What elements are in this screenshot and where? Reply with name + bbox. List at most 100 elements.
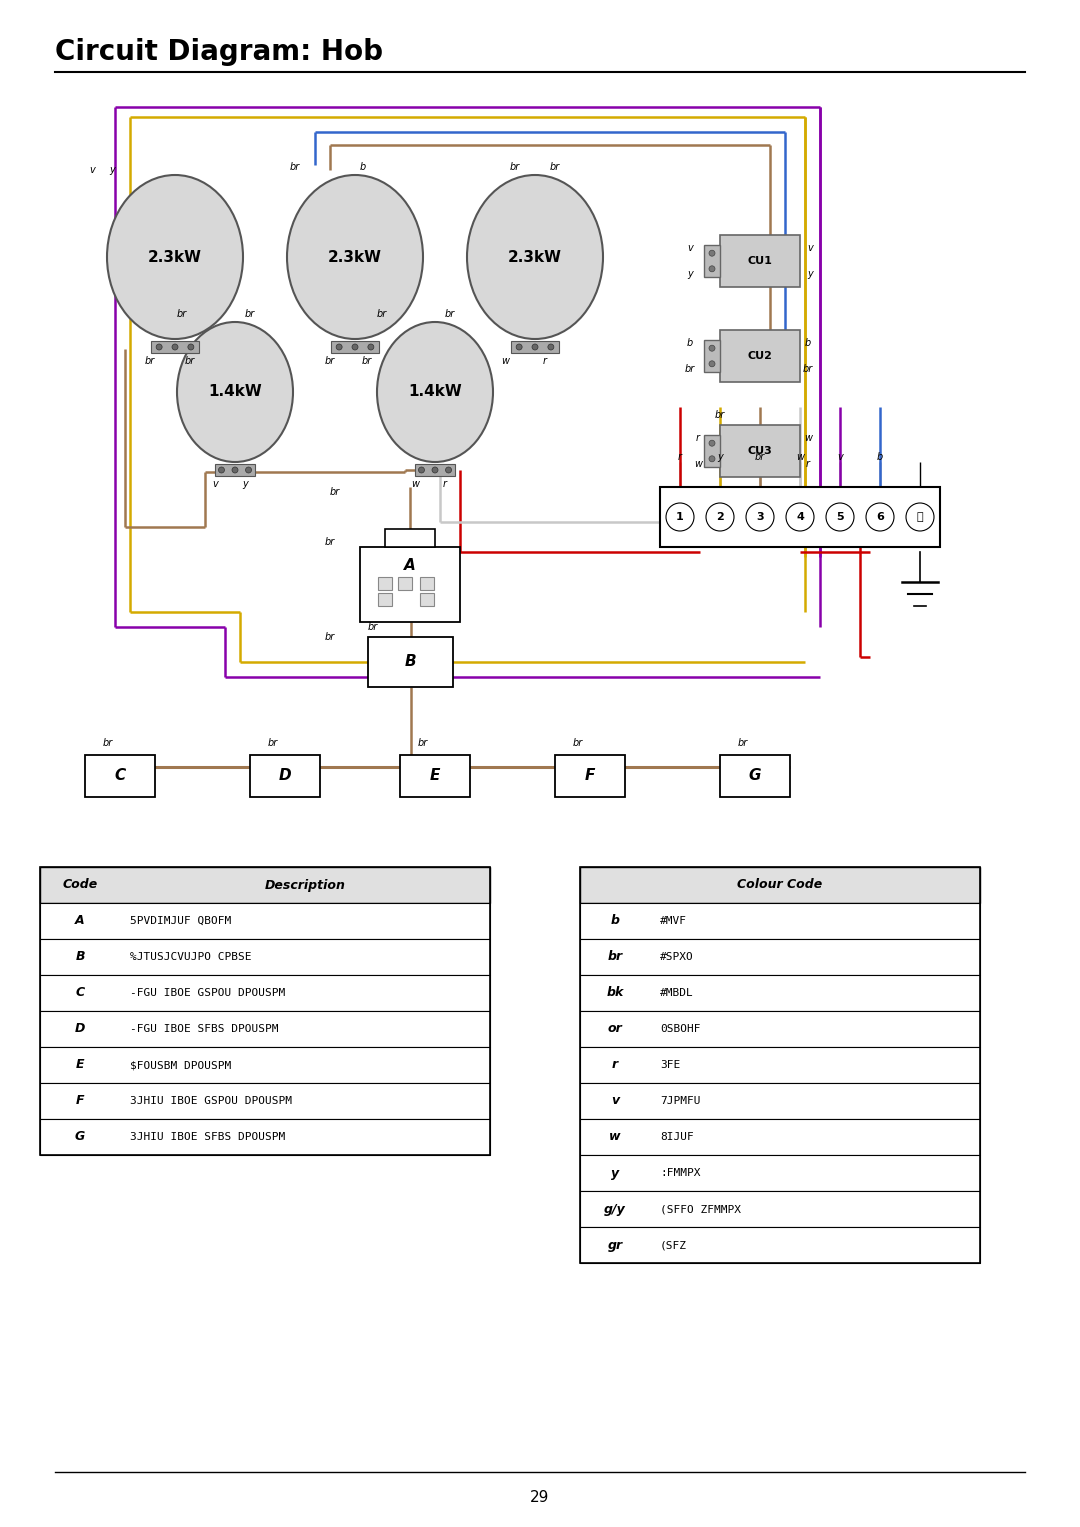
Text: br: br — [177, 308, 187, 319]
Text: 6: 6 — [876, 512, 883, 522]
Text: (SFFO ZFMMPX: (SFFO ZFMMPX — [660, 1203, 741, 1214]
Circle shape — [418, 467, 424, 473]
Text: b: b — [805, 337, 811, 348]
Text: br: br — [268, 738, 279, 748]
FancyBboxPatch shape — [215, 464, 255, 476]
Text: w: w — [694, 460, 702, 469]
Ellipse shape — [107, 176, 243, 339]
Text: br: br — [185, 356, 195, 366]
FancyBboxPatch shape — [580, 1191, 980, 1228]
Text: 0SBOHF: 0SBOHF — [660, 1025, 701, 1034]
Text: br: br — [715, 411, 725, 420]
FancyBboxPatch shape — [704, 341, 720, 371]
FancyBboxPatch shape — [580, 1154, 980, 1191]
Text: #SPXO: #SPXO — [660, 951, 693, 962]
Text: b: b — [360, 162, 366, 173]
FancyBboxPatch shape — [378, 592, 392, 606]
Text: F: F — [76, 1095, 84, 1107]
FancyBboxPatch shape — [580, 1011, 980, 1048]
Text: br: br — [802, 363, 813, 374]
Ellipse shape — [177, 322, 293, 463]
Circle shape — [746, 502, 774, 531]
Circle shape — [708, 440, 715, 446]
FancyBboxPatch shape — [580, 1119, 980, 1154]
FancyBboxPatch shape — [720, 754, 789, 797]
Text: w: w — [796, 452, 804, 463]
Circle shape — [532, 344, 538, 350]
Text: -FGU IBOE GSPOU DPOUSPM: -FGU IBOE GSPOU DPOUSPM — [130, 988, 285, 999]
FancyBboxPatch shape — [415, 464, 456, 476]
Text: 2.3kW: 2.3kW — [508, 249, 562, 264]
Text: D: D — [279, 768, 292, 783]
Text: br: br — [445, 308, 455, 319]
FancyBboxPatch shape — [151, 341, 199, 353]
Text: 1: 1 — [676, 512, 684, 522]
Text: 5PVDIMJUF QBOFM: 5PVDIMJUF QBOFM — [130, 916, 231, 925]
Text: 1.4kW: 1.4kW — [408, 385, 462, 400]
Text: G: G — [748, 768, 761, 783]
Circle shape — [906, 502, 934, 531]
Text: %JTUSJCVUJPO CPBSE: %JTUSJCVUJPO CPBSE — [130, 951, 252, 962]
Circle shape — [352, 344, 357, 350]
Text: y: y — [807, 269, 813, 279]
FancyBboxPatch shape — [420, 577, 434, 589]
Circle shape — [516, 344, 522, 350]
Text: y: y — [687, 269, 693, 279]
Circle shape — [172, 344, 178, 350]
Text: A: A — [76, 915, 85, 927]
Text: r: r — [443, 479, 447, 489]
Text: Circuit Diagram: Hob: Circuit Diagram: Hob — [55, 38, 383, 66]
Text: w: w — [804, 434, 812, 443]
Text: 2.3kW: 2.3kW — [148, 249, 202, 264]
Text: b: b — [610, 915, 620, 927]
Circle shape — [232, 467, 238, 473]
Text: B: B — [405, 655, 416, 669]
Circle shape — [708, 250, 715, 257]
Text: br: br — [550, 162, 561, 173]
Text: $FOUSBM DPOUSPM: $FOUSBM DPOUSPM — [130, 1060, 231, 1070]
Text: br: br — [572, 738, 583, 748]
Text: (SFZ: (SFZ — [660, 1240, 687, 1251]
Text: b: b — [687, 337, 693, 348]
Text: E: E — [430, 768, 441, 783]
Text: 3: 3 — [756, 512, 764, 522]
Circle shape — [188, 344, 194, 350]
Text: r: r — [612, 1058, 618, 1072]
Text: E: E — [76, 1058, 84, 1072]
Text: v: v — [90, 165, 95, 176]
FancyBboxPatch shape — [420, 592, 434, 606]
Text: CU2: CU2 — [747, 351, 772, 360]
Text: y: y — [242, 479, 248, 489]
Text: C: C — [76, 986, 84, 1000]
FancyBboxPatch shape — [378, 577, 392, 589]
Text: br: br — [607, 950, 622, 964]
Text: 4: 4 — [796, 512, 804, 522]
Text: v: v — [837, 452, 842, 463]
FancyBboxPatch shape — [399, 577, 411, 589]
Text: y: y — [611, 1167, 619, 1179]
Text: br: br — [377, 308, 387, 319]
FancyBboxPatch shape — [704, 246, 720, 276]
Circle shape — [708, 455, 715, 461]
FancyBboxPatch shape — [580, 939, 980, 976]
Text: #MVF: #MVF — [660, 916, 687, 925]
FancyBboxPatch shape — [720, 235, 800, 287]
FancyBboxPatch shape — [85, 754, 156, 797]
Circle shape — [368, 344, 374, 350]
Circle shape — [786, 502, 814, 531]
Text: A: A — [404, 559, 416, 573]
Circle shape — [446, 467, 451, 473]
Circle shape — [826, 502, 854, 531]
FancyBboxPatch shape — [580, 976, 980, 1011]
Text: G: G — [75, 1130, 85, 1144]
Circle shape — [708, 266, 715, 272]
Circle shape — [336, 344, 342, 350]
Text: br: br — [325, 632, 335, 641]
Text: F: F — [584, 768, 595, 783]
Text: 2.3kW: 2.3kW — [328, 249, 382, 264]
FancyBboxPatch shape — [400, 754, 470, 797]
FancyBboxPatch shape — [40, 1048, 490, 1083]
FancyBboxPatch shape — [40, 976, 490, 1011]
Text: 3FE: 3FE — [660, 1060, 680, 1070]
Text: Description: Description — [265, 878, 346, 892]
